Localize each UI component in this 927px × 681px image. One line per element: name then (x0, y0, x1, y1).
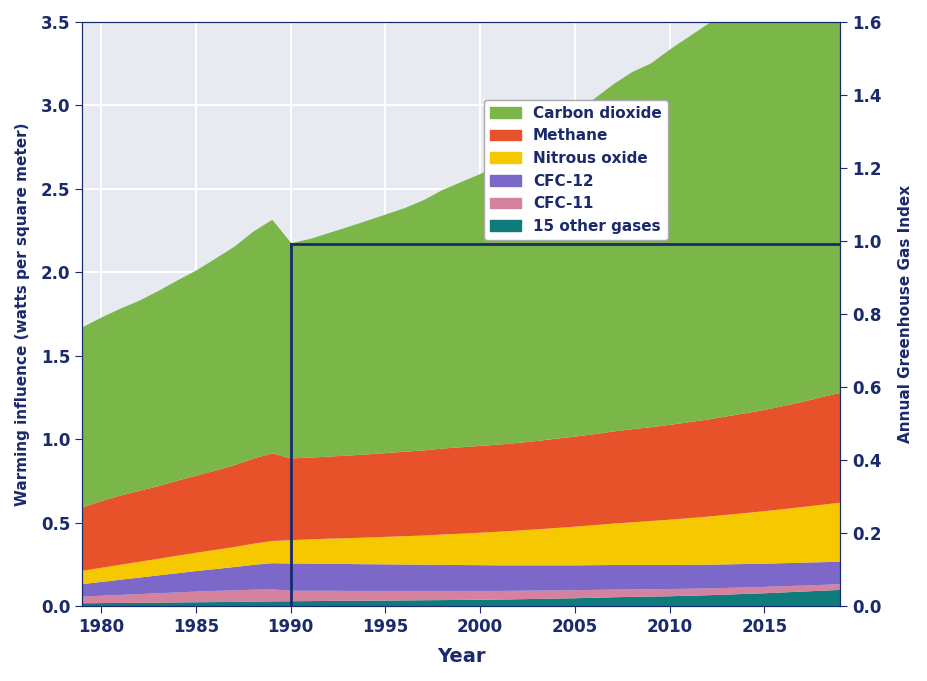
Text: 1990 = 1: 1990 = 1 (536, 219, 612, 234)
Legend: Carbon dioxide, Methane, Nitrous oxide, CFC-12, CFC-11, 15 other gases: Carbon dioxide, Methane, Nitrous oxide, … (484, 99, 667, 240)
Y-axis label: Annual Greenhouse Gas Index: Annual Greenhouse Gas Index (897, 185, 912, 443)
X-axis label: Year: Year (437, 647, 485, 666)
Y-axis label: Warming influence (watts per square meter): Warming influence (watts per square mete… (15, 123, 30, 506)
